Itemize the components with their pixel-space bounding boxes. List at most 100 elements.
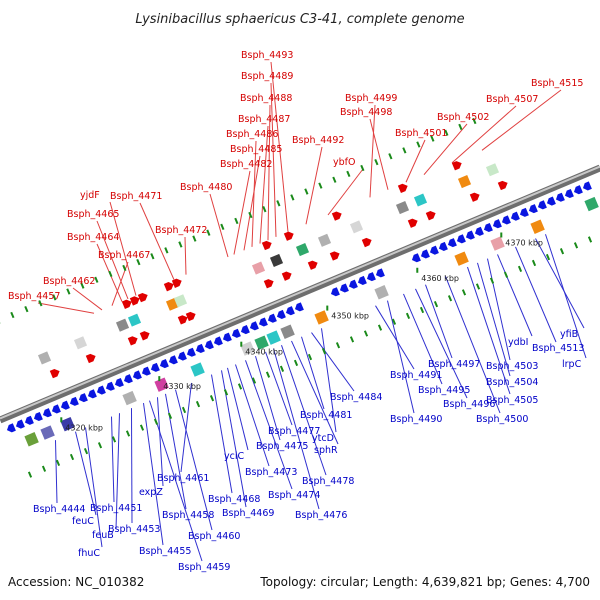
outer-tick-mark	[360, 164, 365, 172]
gene-label-upper: Bsph_4480	[180, 182, 232, 193]
outer-tick-mark	[430, 135, 435, 142]
label-leader	[481, 89, 562, 151]
label-leader	[210, 374, 233, 494]
reverse-gene-arrow-shape	[348, 279, 358, 289]
lower-feature	[490, 236, 505, 251]
forward-gene-arrow	[129, 296, 140, 306]
gene-label-lower: Bsph_4453	[108, 524, 160, 535]
reverse-gene-arrow	[510, 211, 520, 221]
upper-feature	[413, 193, 428, 207]
reverse-gene-arrow	[15, 419, 25, 429]
reverse-gene-arrow-shape	[285, 306, 295, 316]
gene-label-lower: Bsph_4476	[295, 510, 347, 521]
reverse-gene-arrow	[492, 219, 502, 229]
lower-feature-shape	[60, 416, 75, 432]
outer-tick-mark	[472, 117, 477, 125]
gene-label-upper: Bsph_4465	[67, 209, 119, 220]
gene-label-lower: Bsph_4478	[302, 476, 354, 487]
outer-tick-mark	[139, 424, 145, 431]
upper-feature	[349, 220, 364, 234]
label-leader	[477, 262, 511, 377]
gene-labels: Bsph_4493Bsph_4489Bsph_4488Bsph_4487Bsph…	[8, 50, 584, 573]
outer-tick-mark	[150, 253, 155, 260]
lower-feature-shape	[40, 425, 55, 440]
outer-tick-mark	[332, 176, 337, 183]
outer-tick-mark	[206, 229, 211, 236]
gene-label-lower: yciC	[224, 451, 244, 462]
forward-gene-arrow-shape	[307, 260, 318, 270]
reverse-gene-arrow-shape	[537, 200, 547, 210]
gene-label-lower: Bsph_4500	[476, 414, 528, 425]
outer-tick-track	[0, 117, 593, 478]
forward-gene-arrow-shape	[185, 311, 196, 322]
outer-tick-mark	[237, 383, 243, 390]
label-leader	[369, 104, 376, 198]
reverse-gene-arrow-shape	[546, 196, 556, 206]
reverse-gene-arrow-shape	[465, 230, 475, 240]
label-leader	[445, 276, 501, 414]
reverse-gene-arrow	[429, 245, 439, 255]
outer-tick-mark	[416, 141, 421, 148]
gene-label-lower: lrpC	[562, 359, 582, 370]
gene-label-upper: Bsph_4498	[340, 107, 392, 118]
reverse-gene-arrow	[411, 253, 421, 263]
gene-label-upper: Bsph_4462	[43, 276, 95, 287]
label-leader	[235, 364, 270, 467]
gene-label-upper: Bsph_4457	[8, 291, 60, 302]
label-leader	[130, 408, 133, 524]
gene-label-lower: Bsph_4495	[418, 385, 470, 396]
outer-tick-mark	[374, 158, 379, 166]
label-leader	[535, 238, 585, 329]
upper-feature	[173, 294, 188, 308]
outer-tick-mark	[27, 471, 33, 478]
gene-label-upper: Bsph_4492	[292, 135, 344, 146]
label-leader	[156, 397, 164, 487]
label-leader	[267, 104, 271, 241]
upper-feature	[127, 313, 142, 327]
label-leader	[301, 336, 325, 410]
outer-tick-mark	[223, 389, 229, 396]
reverse-gene-arrow	[213, 336, 223, 346]
reverse-gene-arrow	[96, 385, 106, 395]
upper-feature	[251, 261, 266, 275]
outer-tick-mark	[573, 242, 579, 249]
reverse-gene-arrow-shape	[375, 268, 385, 278]
lower-feature-shape	[24, 432, 39, 447]
upper-feature-shape	[127, 313, 142, 327]
gene-label-upper: Bsph_4499	[345, 93, 397, 104]
forward-gene-arrow-shape	[361, 237, 372, 248]
outer-tick-mark	[489, 277, 495, 284]
kbp-tick-label: 4350 kbp	[331, 312, 369, 321]
gene-label-lower: Bsph_4468	[208, 494, 260, 505]
reverse-gene-arrow	[366, 272, 376, 282]
outer-tick-mark	[304, 188, 309, 195]
outer-tick-mark	[458, 123, 463, 131]
upper-feature	[73, 336, 88, 350]
label-leader	[96, 220, 129, 300]
reverse-gene-arrow-shape	[204, 340, 214, 350]
forward-gene-arrow	[185, 311, 196, 322]
label-leader	[423, 123, 468, 176]
outer-tick-mark	[122, 264, 127, 272]
forward-gene-arrow-shape	[397, 183, 408, 194]
reverse-gene-arrow	[186, 347, 196, 357]
forward-gene-arrow	[163, 282, 174, 292]
forward-gene-arrow	[85, 353, 96, 364]
lower-feature	[154, 377, 169, 392]
gene-label-upper: ybfO	[333, 157, 355, 168]
outer-tick-mark	[24, 305, 29, 313]
upper-feature-shape	[295, 243, 310, 257]
outer-tick-mark	[335, 342, 341, 349]
forward-gene-arrow-shape	[451, 161, 462, 171]
kbp-ticks: 4320 kbp 4330 kbp 4340 kbp 4350 kbp 4360 kbp…	[60, 232, 543, 432]
outer-tick-mark	[307, 353, 313, 361]
reverse-gene-arrow-shape	[366, 272, 376, 282]
lower-feature	[530, 219, 545, 234]
reverse-gene-arrow	[24, 415, 34, 425]
upper-feature	[395, 201, 410, 215]
reverse-gene-arrow-shape	[555, 192, 565, 202]
gene-label-upper: Bsph_4501	[395, 128, 447, 139]
reverse-gene-arrow	[528, 204, 538, 214]
lower-feature-shape	[280, 324, 295, 339]
label-leader	[515, 246, 557, 343]
